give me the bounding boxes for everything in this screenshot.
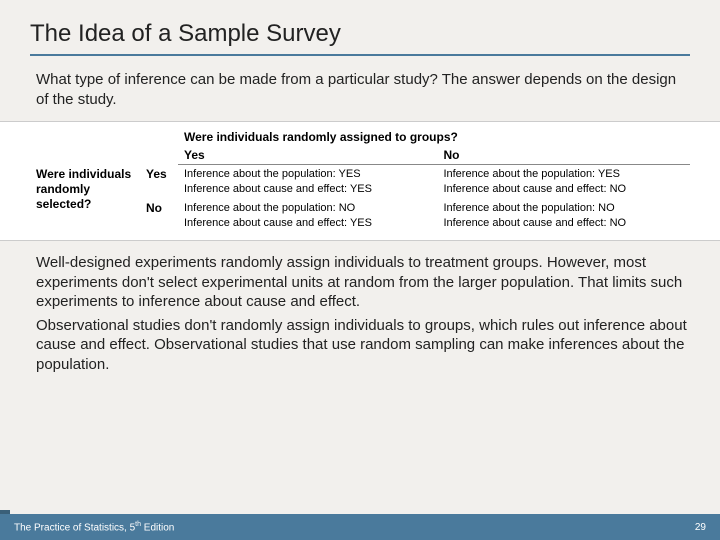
row-header-yes: Yes	[140, 165, 178, 199]
cell-text: Inference about cause and effect: YES	[184, 216, 431, 231]
cell-text: Inference about cause and effect: NO	[443, 216, 684, 231]
cell-text: Inference about the population: NO	[443, 201, 684, 216]
inference-table-container: Were individuals randomly assigned to gr…	[0, 121, 720, 241]
table-side-question: Were individuals randomly selected?	[30, 165, 140, 233]
cell-text: Inference about the population: NO	[184, 201, 431, 216]
footer-text-post: Edition	[141, 522, 174, 533]
col-header-no: No	[437, 146, 690, 165]
paragraph-1: Well-designed experiments randomly assig…	[30, 253, 690, 312]
page-title: The Idea of a Sample Survey	[30, 20, 690, 56]
page-number: 29	[695, 522, 706, 533]
cell-yes-no: Inference about the population: YES Infe…	[437, 165, 690, 199]
table-top-question: Were individuals randomly assigned to gr…	[178, 128, 690, 146]
footer-source: The Practice of Statistics, 5th Edition	[14, 521, 174, 533]
footer-bar: The Practice of Statistics, 5th Edition …	[0, 514, 720, 540]
inference-table: Were individuals randomly assigned to gr…	[30, 128, 690, 232]
paragraph-2: Observational studies don't randomly ass…	[30, 316, 690, 375]
col-header-yes: Yes	[178, 146, 437, 165]
slide: The Idea of a Sample Survey What type of…	[0, 0, 720, 540]
cell-no-no: Inference about the population: NO Infer…	[437, 199, 690, 233]
cell-text: Inference about the population: YES	[184, 167, 431, 182]
cell-yes-yes: Inference about the population: YES Infe…	[178, 165, 437, 199]
cell-text: Inference about cause and effect: YES	[184, 182, 431, 197]
intro-text: What type of inference can be made from …	[30, 70, 690, 109]
cell-text: Inference about the population: YES	[443, 167, 684, 182]
footer-text-pre: The Practice of Statistics, 5	[14, 522, 135, 533]
cell-text: Inference about cause and effect: NO	[443, 182, 684, 197]
cell-no-yes: Inference about the population: NO Infer…	[178, 199, 437, 233]
row-header-no: No	[140, 199, 178, 233]
